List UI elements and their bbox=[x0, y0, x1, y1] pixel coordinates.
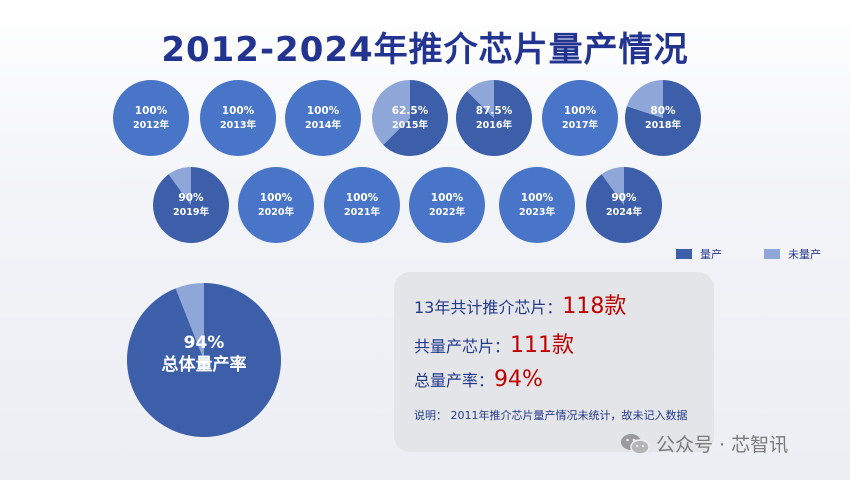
pie-2020-percent: 100% bbox=[260, 192, 293, 204]
pie-2014-year: 2014年 bbox=[305, 119, 341, 131]
pie-2017-percent: 100% bbox=[564, 105, 597, 117]
pie-2012-year: 2012年 bbox=[133, 119, 169, 131]
pie-2016: 87.5% 2016年 bbox=[456, 80, 533, 156]
summary-produced-value: 111款 bbox=[510, 333, 575, 358]
pie-total: 94%总体量产率 bbox=[126, 283, 281, 438]
pie-2023-year: 2023年 bbox=[519, 206, 555, 218]
pie-2021-slice-produced bbox=[324, 167, 400, 243]
legend-item-produced: 量产 bbox=[676, 246, 722, 262]
pie-2015-percent: 62.5% bbox=[392, 105, 429, 117]
wechat-icon bbox=[621, 433, 650, 455]
pie-2018-slice-not-produced bbox=[626, 80, 663, 118]
pie-2014-slice-produced bbox=[285, 80, 361, 156]
pie-2022-percent: 100% bbox=[431, 192, 464, 204]
pie-2017: 100% 2017年 bbox=[542, 80, 618, 156]
legend-swatch-produced bbox=[676, 249, 692, 259]
pie-2018: 80% 2018年 bbox=[624, 80, 701, 156]
pie-2014: 100% 2014年 bbox=[285, 80, 361, 156]
pie-2018-percent: 80% bbox=[650, 105, 676, 117]
pie-2024-year: 2024年 bbox=[606, 206, 642, 218]
pie-total-percent: 94% bbox=[184, 333, 225, 353]
pie-2024-slice-produced bbox=[586, 167, 663, 244]
pie-2019-slice-not-produced bbox=[168, 167, 191, 205]
pie-2019: 90% 2019年 bbox=[153, 167, 229, 243]
pie-2021: 100% 2021年 bbox=[324, 167, 400, 243]
watermark-text: 公众号 · 芯智讯 bbox=[656, 434, 789, 456]
pie-2023-percent: 100% bbox=[521, 192, 554, 204]
summary-rate-label: 总量产率： bbox=[414, 371, 495, 390]
pie-2020: 100% 2020年 bbox=[238, 167, 314, 243]
summary-note: 说明： 2011年推介芯片量产情况未统计，故未记入数据 bbox=[414, 409, 688, 422]
legend-item-not-produced: 未量产 bbox=[764, 246, 821, 262]
pie-2015-slice-produced bbox=[383, 80, 448, 156]
summary-recommended-label: 13年共计推介芯片： bbox=[414, 298, 563, 317]
pie-total-slice-produced bbox=[126, 283, 281, 438]
pie-2013-slice-produced bbox=[200, 80, 276, 156]
watermark: 公众号 · 芯智讯 bbox=[620, 430, 788, 457]
pie-2023-slice-produced bbox=[499, 167, 575, 243]
pie-2016-percent: 87.5% bbox=[476, 105, 513, 117]
pie-2021-percent: 100% bbox=[346, 192, 379, 204]
pie-2015-year: 2015年 bbox=[392, 119, 428, 131]
summary-box: 13年共计推介芯片：118款 共量产芯片：111款 总量产率：94% 说明： 2… bbox=[394, 272, 714, 452]
pie-total-slice-not-produced bbox=[175, 283, 204, 360]
legend-label-not-produced: 未量产 bbox=[788, 248, 821, 261]
pie-2024-slice-not-produced bbox=[601, 167, 624, 205]
summary-rate-value: 94% bbox=[494, 367, 543, 392]
pie-2013: 100% 2013年 bbox=[200, 80, 276, 156]
pie-2022-year: 2022年 bbox=[429, 206, 465, 218]
pie-2020-slice-produced bbox=[238, 167, 314, 243]
pie-2022: 100% 2022年 bbox=[409, 167, 485, 243]
summary-produced: 共量产芯片：111款 bbox=[414, 327, 574, 359]
pie-2013-year: 2013年 bbox=[220, 119, 256, 131]
pie-2022-slice-produced bbox=[409, 167, 485, 243]
pie-2019-percent: 90% bbox=[178, 192, 204, 204]
pie-2014-percent: 100% bbox=[307, 105, 340, 117]
pie-2016-year: 2016年 bbox=[476, 119, 512, 131]
pie-2012-slice-produced bbox=[113, 80, 189, 156]
pie-2023: 100% 2023年 bbox=[499, 167, 575, 243]
pie-2015-slice-not-produced bbox=[372, 80, 410, 145]
pie-2015: 62.5% 2015年 bbox=[372, 80, 448, 156]
pie-2021-year: 2021年 bbox=[344, 206, 380, 218]
summary-recommended-value: 118款 bbox=[562, 294, 627, 319]
pie-2017-year: 2017年 bbox=[562, 119, 598, 131]
pie-2016-slice-not-produced bbox=[467, 80, 494, 118]
summary-recommended: 13年共计推介芯片：118款 bbox=[414, 288, 626, 320]
pie-2019-year: 2019年 bbox=[173, 206, 209, 218]
pie-2012: 100% 2012年 bbox=[113, 80, 189, 156]
pie-2013-percent: 100% bbox=[222, 105, 255, 117]
summary-rate: 总量产率：94% bbox=[414, 367, 543, 392]
pie-2017-slice-produced bbox=[542, 80, 618, 156]
pie-2024: 90% 2024年 bbox=[586, 167, 663, 244]
pie-total-caption: 总体量产率 bbox=[162, 354, 247, 375]
chart-title: 2012-2024年推介芯片量产情况 bbox=[161, 30, 689, 70]
pie-2018-year: 2018年 bbox=[645, 119, 681, 131]
pie-2012-percent: 100% bbox=[135, 105, 168, 117]
summary-produced-label: 共量产芯片： bbox=[414, 337, 511, 356]
legend-label-produced: 量产 bbox=[700, 248, 722, 261]
pie-2024-percent: 90% bbox=[611, 192, 637, 204]
legend-swatch-not-produced bbox=[764, 249, 780, 259]
pie-2020-year: 2020年 bbox=[258, 206, 294, 218]
